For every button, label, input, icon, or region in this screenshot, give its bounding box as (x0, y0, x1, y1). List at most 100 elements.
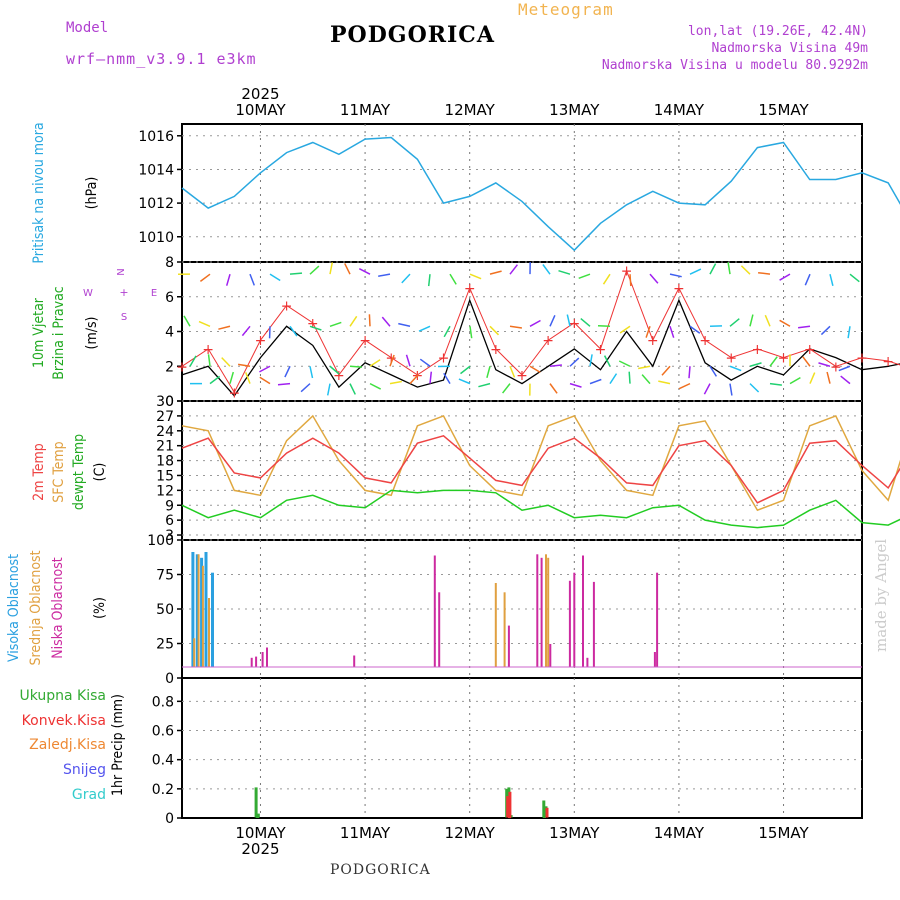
bottom-date-label: 10MAY (235, 824, 286, 842)
y-tick-label-wind: 6 (165, 290, 174, 306)
panel-frame-precipitation (181, 677, 863, 819)
wind-arrow (309, 265, 320, 275)
y-tick-label-temperature: 12 (156, 483, 174, 499)
precip-bar (506, 796, 510, 818)
gust-marker: + (281, 298, 293, 314)
gust-marker: + (438, 351, 450, 367)
gust-marker: + (516, 368, 528, 384)
wind-arrow (237, 363, 251, 367)
wind-arrow (207, 354, 211, 367)
wind-arrow (569, 357, 580, 367)
wind-arrow (709, 365, 718, 377)
precip-bar (254, 787, 258, 818)
gust-marker: + (752, 342, 764, 358)
wind-arrow (269, 273, 281, 282)
wind-side-label-1: 10m Vjetar (31, 297, 47, 368)
wind-arrow (645, 326, 651, 338)
cloud-bar-niska (573, 572, 576, 667)
wind-arrow (779, 319, 791, 327)
wind-arrow (769, 382, 782, 386)
wind-arrow (798, 325, 811, 329)
y-tick-label-clouds: 75 (156, 568, 174, 584)
wind-arrow (542, 264, 551, 275)
cloud-bar-visoka (200, 557, 204, 668)
top-date-label: 13MAY (549, 101, 600, 119)
cloud-bar-srednja (503, 592, 506, 668)
wind-arrow (489, 325, 500, 336)
y-tick-label-precipitation: 0.2 (152, 782, 174, 798)
wind-arrow (649, 273, 659, 284)
cloud-bar-srednja (547, 557, 550, 668)
wind-arrow (189, 355, 197, 367)
credit-text: made by Angel (872, 538, 890, 652)
panel-frame-temperature (181, 400, 863, 541)
gust-marker: + (490, 342, 502, 358)
wind-arrow (326, 383, 331, 396)
y-tick-label-temperature: 15 (156, 468, 174, 484)
wind-arrow (809, 372, 816, 384)
precip-legend-3: Snijeg (63, 762, 106, 778)
y-tick-label-temperature: 21 (156, 439, 174, 455)
wind-arrow (469, 273, 482, 280)
wind-arrow (349, 383, 356, 395)
wind-arrow (838, 365, 851, 372)
wind-arrow (820, 325, 831, 336)
cloud-bar-visoka (211, 572, 214, 667)
wind-arrow (618, 360, 631, 367)
gust-marker: + (882, 354, 894, 370)
wind-arrow (329, 321, 342, 327)
bottom-date-label: 13MAY (549, 824, 600, 842)
cloud-bar-niska (266, 647, 268, 667)
wind-arrow (509, 365, 516, 378)
wind-arrow (729, 383, 733, 396)
wind-arrow (703, 383, 711, 395)
wind-arrow (502, 383, 511, 394)
cloud-bar-niska (433, 555, 436, 667)
wind-arrow (443, 325, 451, 338)
cloud-bar-visoka (204, 552, 208, 667)
wind-arrow (277, 382, 291, 386)
wind-arrow (580, 318, 591, 327)
gust-marker: + (778, 351, 790, 367)
y-tick-label-wind: 4 (165, 325, 174, 341)
footer-station: PODGORICA (330, 862, 431, 878)
wind-arrow (558, 269, 571, 275)
cloud-bar-niska (250, 657, 253, 667)
precip-legend-4: Grad (72, 787, 106, 803)
wind-arrow (259, 376, 271, 385)
wind-arrow (358, 268, 371, 275)
wind-arrow (429, 371, 433, 384)
temp-side-label-3: dewpt Temp (71, 434, 87, 510)
wind-arrow (740, 265, 751, 275)
temp-unit-label: (C) (92, 463, 108, 482)
wind-arrow (609, 373, 618, 385)
cloud-bar-niska (568, 580, 571, 668)
gust-marker: + (568, 316, 580, 332)
cloud-bar-srednja (193, 638, 196, 668)
wind-arrow (619, 325, 631, 334)
wind-arrow (689, 268, 702, 275)
wind-unit-label: (m/s) (84, 317, 100, 350)
cloud-bar-niska (353, 655, 356, 667)
gust-marker: + (699, 333, 711, 349)
wind-arrow (847, 326, 851, 339)
precip-bar (508, 791, 512, 819)
wind-arrow (749, 362, 762, 367)
wind-arrow (549, 314, 556, 327)
cloud-bar-niska (582, 555, 584, 667)
wind-arrow (589, 354, 593, 367)
wind-arrow (419, 358, 431, 367)
top-date-label: 15MAY (758, 101, 809, 119)
cloud-bar-niska (536, 554, 539, 667)
wind-arrow (603, 355, 611, 367)
y-tick-label-wind: 2 (165, 359, 174, 375)
wind-arrow (589, 378, 602, 385)
y-tick-label-pressure: 1010 (138, 230, 174, 246)
cloud-bar-niska (255, 656, 258, 667)
wind-arrow (549, 364, 562, 367)
y-tick-label-temperature: 9 (165, 498, 174, 514)
wind-arrow (802, 356, 811, 367)
page-title: PODGORICA (330, 22, 495, 48)
meteogram-label: Meteogram (518, 0, 614, 19)
pressure-line (181, 136, 900, 252)
